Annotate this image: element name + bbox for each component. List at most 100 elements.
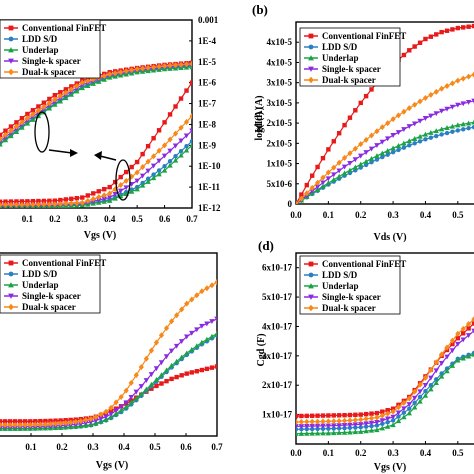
panel-a-ytick-label-6: 1E-6 bbox=[198, 78, 217, 88]
panel-c-series-4-point-1 bbox=[2, 422, 8, 429]
panel-d-series-0-point-9 bbox=[342, 413, 347, 418]
panel-b-series-2-point-5 bbox=[320, 183, 326, 189]
panel-d-series-2 bbox=[296, 351, 474, 436]
panel-a-log-series-4-point-30 bbox=[161, 142, 168, 149]
panel-d-series-3-point-22 bbox=[411, 395, 418, 401]
panel-b-series-1-point-22 bbox=[412, 141, 417, 146]
panel-a-log-series-2-point-29 bbox=[156, 171, 162, 177]
panel-b-series-2-point-30 bbox=[455, 122, 461, 128]
panel-b-series-3-point-16 bbox=[379, 139, 386, 145]
panel-a-lin-series-4-point-24 bbox=[129, 67, 135, 74]
panel-a-log-series-0-point-26 bbox=[140, 151, 145, 157]
panel-c-series-2-point-33 bbox=[163, 367, 170, 373]
panel-b-legend-marker-2 bbox=[308, 55, 314, 61]
panel-d-series-1-point-15 bbox=[374, 423, 380, 428]
panel-c-series-0-point-9 bbox=[43, 418, 48, 424]
panel-d-series-4-point-26 bbox=[433, 359, 439, 366]
panel-a-lin-series-0-point-1 bbox=[3, 128, 8, 133]
panel-a-log-series-2-point-35 bbox=[189, 142, 192, 148]
panel-b-series-0-point-11 bbox=[353, 108, 358, 113]
panel-a-log-series-1-point-32 bbox=[173, 153, 178, 159]
panel-d-series-2-point-14 bbox=[368, 427, 375, 433]
panel-d-series-2-point-0 bbox=[296, 431, 299, 436]
panel-d-series-3-point-31 bbox=[460, 337, 466, 343]
panel-d-series-4-point-27 bbox=[439, 351, 445, 358]
panel-c-series-0-point-37 bbox=[184, 371, 189, 376]
panel-d-series-1-point-2 bbox=[304, 426, 309, 432]
panel-a-log-series-4-point-5 bbox=[24, 201, 31, 208]
panel-a-log-series-3-point-23 bbox=[123, 185, 129, 191]
panel-b-series-1-point-20 bbox=[401, 145, 407, 150]
panel-a-log-series-3-point-25 bbox=[134, 178, 140, 184]
panel-b-series-0-point-31 bbox=[461, 25, 466, 30]
panel-b-series-0-point-32 bbox=[466, 24, 471, 29]
panel-d-series-4-point-30 bbox=[455, 330, 461, 337]
panel-d-legend-marker-4 bbox=[308, 304, 314, 312]
panel-b-series-4-point-33 bbox=[471, 71, 474, 78]
panel-d-series-1-point-24 bbox=[423, 388, 428, 394]
panel-d-series-4-point-19 bbox=[395, 404, 402, 411]
panel-c-series-0-point-11 bbox=[53, 418, 58, 423]
panel-b-series-4-point-29 bbox=[449, 80, 456, 87]
panel-c-series-3-point-28 bbox=[138, 384, 145, 389]
panel-a-log-series-0-point-17 bbox=[91, 191, 96, 196]
panel-c-series-3-point-41 bbox=[204, 321, 210, 327]
panel-a-lin-series-2-point-4 bbox=[19, 124, 25, 130]
panel-d-series-4-point-9 bbox=[341, 417, 348, 424]
panel-c-xtick-label-5: 0.6 bbox=[180, 442, 192, 452]
panel-b-series-3-point-8 bbox=[336, 168, 342, 174]
panel-c-series-3-point-25 bbox=[123, 400, 129, 406]
panel-d-ytick-label-2: 3x10-17 bbox=[262, 351, 292, 361]
panel-c-series-4-point-24 bbox=[118, 393, 124, 400]
panel-d-series-4-point-15 bbox=[374, 414, 380, 421]
panel-a-log-series-0-point-6 bbox=[30, 198, 36, 204]
panel-d-series-4-point-25 bbox=[428, 367, 434, 374]
panel-b-series-1-point-19 bbox=[396, 147, 401, 153]
panel-a-lin-series-0-point-11 bbox=[58, 90, 63, 95]
panel-a-log-series-4-point-17 bbox=[90, 196, 96, 203]
panel-c-legend-box bbox=[0, 254, 101, 314]
panel-c-series-3-point-43 bbox=[214, 316, 217, 322]
panel-a-ylabel: log(Id) (A) bbox=[254, 95, 265, 140]
panel-a-lin-series-4-point-3 bbox=[13, 123, 20, 130]
panel-a-lin-series-4-point-12 bbox=[63, 89, 69, 96]
panel-b-legend-label-3: Single-k spacer bbox=[322, 64, 381, 74]
panel-c-series-4-point-5 bbox=[22, 421, 28, 428]
panel-c-series-0-point-10 bbox=[48, 418, 53, 424]
panel-b-xtick-label-4: 0.4 bbox=[420, 210, 432, 220]
panel-a-lin-series-4-point-0 bbox=[0, 136, 3, 143]
panel-b-frame bbox=[295, 21, 474, 205]
panel-b-series-1-point-18 bbox=[390, 150, 396, 155]
panel-a-lin-series-4-point-30 bbox=[161, 62, 168, 69]
panel-a-log-series-1-point-27 bbox=[145, 176, 151, 181]
panel-b-series-3-point-29 bbox=[449, 104, 456, 110]
panel-a-log-series-2-point-20 bbox=[107, 197, 113, 203]
panel-d-series-4-point-20 bbox=[401, 399, 407, 406]
panel-d-series-1-point-7 bbox=[331, 426, 336, 431]
panel-a-lin-series-2-point-9 bbox=[46, 105, 53, 111]
panel-c-series-4-point-13 bbox=[63, 419, 69, 426]
panel-a-log-series-3-point-30 bbox=[161, 153, 168, 159]
panel-a-ellipse-right bbox=[115, 159, 131, 201]
panel-a-log-series-4-point-14 bbox=[74, 200, 80, 207]
panel-b-legend-marker-1 bbox=[308, 44, 314, 50]
panel-a-log-series-4-point-31 bbox=[167, 136, 173, 143]
panel-a-log-series-4-point-19 bbox=[101, 192, 107, 199]
panel-d-series-4-point-23 bbox=[417, 381, 423, 388]
panel-c-series-0-point-5 bbox=[23, 419, 28, 424]
panel-b-series-4-point-5 bbox=[320, 174, 326, 181]
panel-a-lin-series-2-point-2 bbox=[8, 133, 14, 139]
panel-d-series-0-point-33 bbox=[471, 321, 474, 326]
panel-c-series-3-point-22 bbox=[108, 411, 114, 417]
panel-a-arrow-right-head bbox=[70, 149, 78, 157]
panel-a-log-series-3-point-26 bbox=[139, 173, 146, 179]
panel-c-series-3-point-37 bbox=[184, 334, 190, 340]
panel-b-series-3-point-17 bbox=[384, 136, 391, 142]
panel-a-log-series-3-point-29 bbox=[156, 158, 162, 164]
panel-b-series-4-point-28 bbox=[444, 83, 450, 90]
panel-d-series-3-point-21 bbox=[406, 402, 412, 408]
panel-b-ylabel: Id (A) bbox=[254, 107, 265, 133]
panel-c-legend-label-0: Conventional FinFET bbox=[22, 258, 106, 268]
panel-a-log-series-3-point-22 bbox=[117, 188, 124, 194]
panel-c-series-4-point-27 bbox=[133, 372, 139, 379]
